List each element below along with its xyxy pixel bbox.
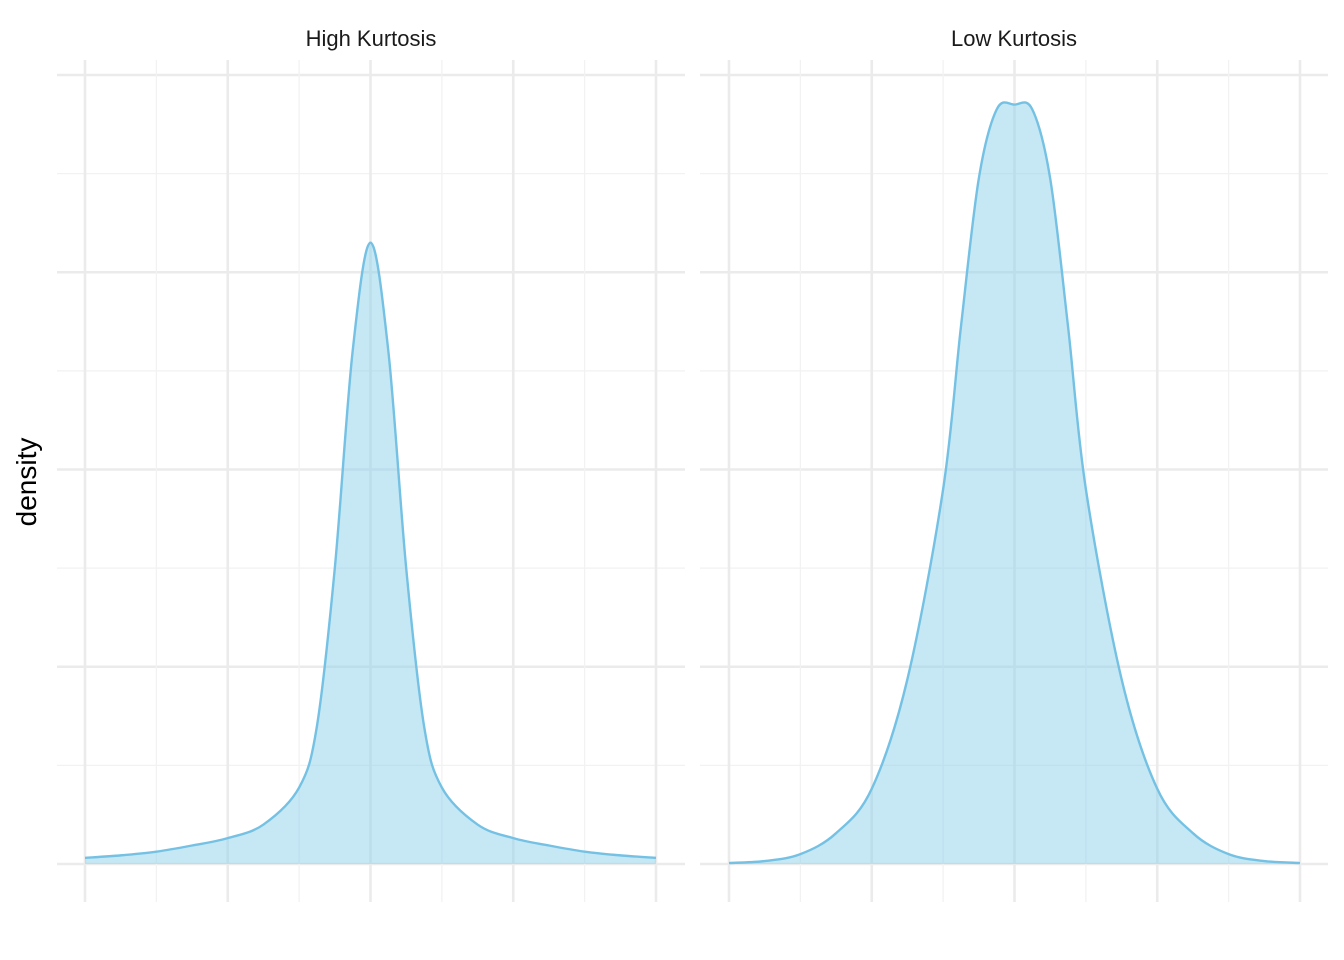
density-point <box>763 860 765 862</box>
density-point <box>619 854 621 856</box>
density-point <box>906 678 908 680</box>
facet-label-high-kurtosis: High Kurtosis <box>306 26 437 51</box>
panel-low-kurtosis: Low Kurtosis <box>700 26 1328 902</box>
density-point <box>119 854 121 856</box>
density-point <box>476 823 478 825</box>
density-point <box>655 857 657 859</box>
density-point <box>1192 832 1194 834</box>
density-point <box>387 350 389 352</box>
density-point <box>1263 860 1265 862</box>
density-point <box>835 832 837 834</box>
density-point <box>1013 103 1015 105</box>
density-point <box>728 862 730 864</box>
density-point <box>960 325 962 327</box>
panel-high-kurtosis: High Kurtosis <box>57 26 685 902</box>
facet-label-low-kurtosis: Low Kurtosis <box>951 26 1077 51</box>
density-point <box>1031 108 1033 110</box>
density-point <box>548 844 550 846</box>
density-point <box>1120 678 1122 680</box>
density-point <box>799 853 801 855</box>
y-axis-title: density <box>11 438 42 527</box>
density-line <box>728 101 1301 865</box>
density-point <box>262 823 264 825</box>
density-point <box>1049 177 1051 179</box>
density-area <box>85 242 656 865</box>
density-point <box>1227 853 1229 855</box>
density-point <box>942 488 944 490</box>
density-point <box>405 567 407 569</box>
density-point <box>871 788 873 790</box>
grid-lines <box>57 60 685 902</box>
density-point <box>1156 788 1158 790</box>
density-point <box>369 241 371 243</box>
density-series <box>728 101 1301 865</box>
density-area <box>729 102 1300 864</box>
density-point <box>583 850 585 852</box>
density-line <box>84 241 657 860</box>
density-point <box>298 786 300 788</box>
density-series <box>84 241 657 865</box>
density-point <box>316 725 318 727</box>
density-point <box>227 837 229 839</box>
density-point <box>1067 325 1069 327</box>
grid-lines <box>700 60 1328 902</box>
density-point <box>1299 862 1301 864</box>
density-point <box>423 725 425 727</box>
density-point <box>334 567 336 569</box>
density-point <box>441 786 443 788</box>
density-point <box>84 857 86 859</box>
density-point <box>1085 488 1087 490</box>
density-point <box>978 177 980 179</box>
density-point <box>995 108 997 110</box>
density-point <box>155 850 157 852</box>
density-point <box>191 844 193 846</box>
density-point <box>512 837 514 839</box>
density-point <box>351 350 353 352</box>
